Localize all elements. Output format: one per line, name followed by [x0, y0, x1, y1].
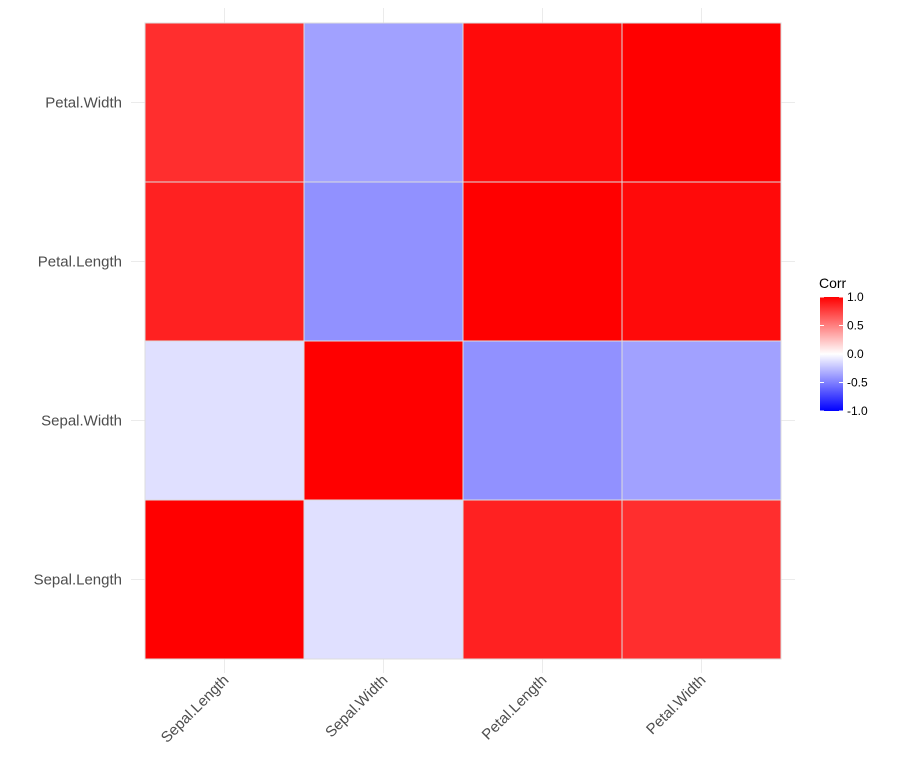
heatmap-cell-sepal-length-petal-length — [144, 181, 305, 342]
heatmap-cell-petal-length-sepal-width — [462, 340, 623, 501]
legend-ticks: 1.0 0.5 0.0 -0.5 -1.0 — [820, 290, 868, 418]
heatmap-cell-petal-width-sepal-length — [621, 499, 782, 660]
heatmap-cell-sepal-length-petal-width — [144, 22, 305, 183]
heatmap-cell-sepal-width-sepal-length — [303, 499, 464, 660]
heatmap-cell-sepal-length-sepal-length — [144, 499, 305, 660]
y-axis: Sepal.Length Sepal.Width Petal.Length Petal… — [34, 95, 122, 589]
heatmap-cell-petal-width-sepal-width — [621, 340, 782, 501]
legend: Corr 1.0 0.5 0.0 -0.5 -1.0 — [819, 275, 868, 418]
legend-tick-label: 0.0 — [847, 347, 864, 361]
heatmap-cell-petal-length-sepal-length — [462, 499, 623, 660]
legend-title: Corr — [819, 275, 847, 291]
legend-tick-label: 0.5 — [847, 319, 864, 333]
x-tick-label: Sepal.Length — [158, 672, 233, 747]
legend-colorbar — [820, 297, 843, 411]
heatmap-cell-sepal-length-sepal-width — [144, 340, 305, 501]
x-axis: Sepal.Length Sepal.Width Petal.Length Petal… — [158, 672, 710, 747]
legend-tick-label: -1.0 — [847, 404, 868, 418]
heatmap-cell-petal-width-petal-length — [621, 181, 782, 342]
y-tick-label: Petal.Length — [38, 254, 122, 271]
heatmap-cell-petal-length-petal-length — [462, 181, 623, 342]
y-tick-label: Sepal.Width — [41, 413, 122, 430]
legend-tick-label: -0.5 — [847, 376, 868, 390]
heatmap-cell-sepal-width-petal-width — [303, 22, 464, 183]
heatmap-cell-petal-width-petal-width — [621, 22, 782, 183]
x-tick-label: Sepal.Width — [322, 672, 391, 741]
heatmap-cell-sepal-width-sepal-width — [303, 340, 464, 501]
heatmap-tiles — [144, 22, 782, 660]
heatmap-cell-sepal-width-petal-length — [303, 181, 464, 342]
heatmap-cell-petal-length-petal-width — [462, 22, 623, 183]
x-tick-label: Petal.Length — [479, 672, 551, 744]
legend-tick-label: 1.0 — [847, 290, 864, 304]
y-tick-label: Petal.Width — [45, 95, 122, 112]
x-tick-label: Petal.Width — [643, 672, 709, 738]
y-tick-label: Sepal.Length — [34, 572, 122, 589]
